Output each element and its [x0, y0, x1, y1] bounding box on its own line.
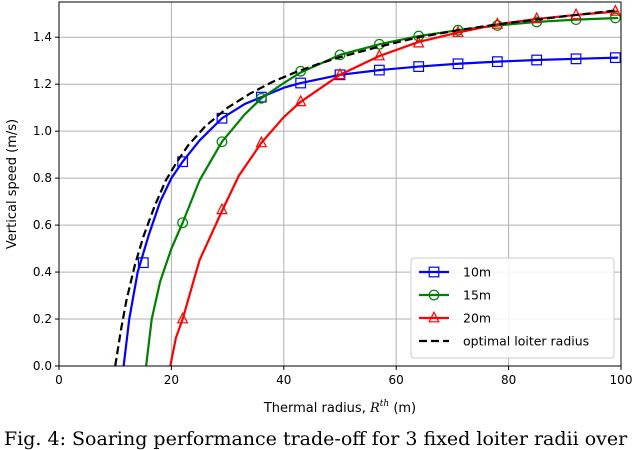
series-line-15m [145, 16, 619, 367]
y-tick-label: 0.4 [33, 265, 52, 279]
legend-marker-20m [428, 310, 440, 323]
y-tick-label: 0.2 [33, 312, 52, 326]
data-point-15m [255, 92, 267, 104]
line-chart: 0 20 40 60 80 100 0.0 0.2 0.4 0.6 0.8 1.0 1.2 1.4 The… [5, 1, 633, 416]
data-point-15m [177, 217, 189, 229]
y-tick-label: 0.6 [33, 218, 52, 232]
data-point-20m [530, 11, 543, 24]
data-point-10m [452, 58, 464, 70]
data-point-10m [413, 61, 425, 72]
axis-ticks: 0 20 40 60 80 100 0.0 0.2 0.4 0.6 0.8 1.0 1.2 1.4 [33, 30, 633, 387]
y-tick-label: 0.0 [33, 359, 52, 373]
data-point-20m [216, 202, 228, 215]
legend-marker-10m [428, 266, 440, 278]
x-tick-label: 100 [610, 373, 633, 387]
legend-label-20m: 20m [463, 311, 491, 326]
data-point-15m [334, 49, 346, 61]
data-point-20m [373, 48, 386, 61]
legend-label-optimal-loiter-radius: optimal loiter radius [463, 334, 589, 349]
data-point-10m [531, 54, 543, 66]
data-point-20m [412, 35, 425, 48]
data-point-20m [334, 67, 346, 80]
x-axis-label: Thermal radius, Rth (m) [263, 399, 416, 416]
x-tick-label: 40 [276, 373, 291, 387]
y-tick-label: 1.4 [33, 30, 52, 44]
y-tick-label: 1.0 [33, 124, 52, 138]
data-point-10m [609, 52, 621, 64]
y-axis-label: Vertical speed (m/s) [5, 119, 20, 249]
y-tick-label: 0.8 [33, 171, 52, 185]
data-point-10m [137, 257, 149, 269]
legend-label-15m: 15m [463, 288, 491, 303]
x-tick-label: 60 [389, 373, 404, 387]
series-line-optimal-loiter-radius [114, 9, 619, 367]
series-lines [114, 4, 622, 367]
data-point-10m [570, 53, 582, 65]
plot-frame [58, 1, 622, 367]
data-point-10m [295, 77, 307, 89]
x-tick-label: 80 [501, 373, 516, 387]
legend-marker-15m [428, 289, 440, 301]
series-line-20m [169, 10, 619, 367]
data-point-10m [177, 156, 189, 168]
data-point-10m [373, 64, 385, 76]
legend-label-10m: 10m [463, 265, 491, 280]
legend: 10m 15m 20m optimal loiter radius [410, 257, 615, 359]
x-tick-label: 20 [164, 373, 179, 387]
y-tick-label: 1.2 [33, 77, 52, 91]
data-point-20m [255, 135, 268, 148]
x-tick-label: 0 [55, 373, 63, 387]
data-point-15m [216, 136, 228, 148]
data-point-10m [491, 56, 503, 68]
data-point-20m [294, 94, 307, 107]
legend-box [410, 257, 615, 359]
data-point-15m [609, 12, 621, 24]
data-point-20m [176, 311, 189, 324]
figure-caption: Fig. 4: Soaring performance trade-off fo… [4, 428, 628, 450]
